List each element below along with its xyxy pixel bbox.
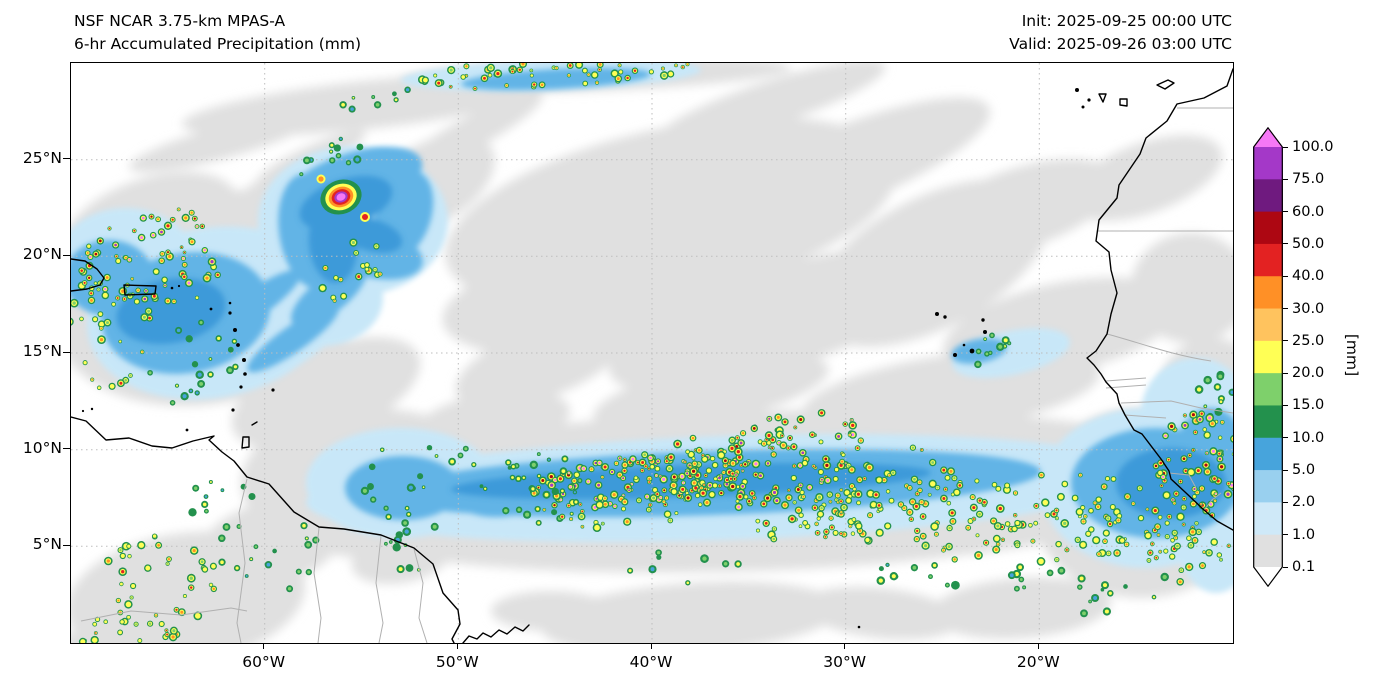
colorbar-tick-mark — [1283, 211, 1288, 213]
colorbar-tick-label: 75.0 — [1292, 171, 1325, 188]
plot-title-block: NSF NCAR 3.75-km MPAS-A 6-hr Accumulated… — [74, 10, 361, 56]
y-tick-label: 25°N — [22, 148, 62, 167]
map-canvas — [70, 62, 1234, 644]
x-tick-mark — [263, 643, 265, 649]
colorbar-tick-label: 5.0 — [1292, 462, 1316, 479]
colorbar-tick-label: 20.0 — [1292, 365, 1325, 382]
colorbar-tick-label: 50.0 — [1292, 235, 1325, 252]
colorbar — [1253, 126, 1283, 588]
colorbar-tick-label: 15.0 — [1292, 397, 1325, 414]
colorbar-tick-mark — [1283, 146, 1288, 148]
y-tick-mark — [63, 158, 70, 160]
valid-time: Valid: 2025-09-26 03:00 UTC — [1009, 35, 1232, 53]
y-tick-label: 5°N — [32, 535, 62, 554]
gridlines — [71, 63, 1233, 643]
y-tick-mark — [63, 544, 70, 546]
y-tick-mark — [63, 448, 70, 450]
y-tick-label: 10°N — [22, 438, 62, 457]
colorbar-tick-label: 25.0 — [1292, 332, 1325, 349]
init-time: Init: 2025-09-25 00:00 UTC — [1021, 12, 1232, 30]
colorbar-tick-label: 0.1 — [1292, 559, 1316, 575]
x-tick-mark — [1037, 643, 1039, 649]
colorbar-tick-label: 40.0 — [1292, 268, 1325, 285]
x-tick-mark — [650, 643, 652, 649]
colorbar-tick-mark — [1283, 372, 1288, 374]
model-name: NSF NCAR 3.75-km MPAS-A — [74, 12, 286, 30]
country-borders — [80, 107, 1233, 643]
colorbar-tick-mark — [1283, 437, 1288, 439]
colorbar-tick-mark — [1283, 534, 1288, 536]
tropical-cyclone-core — [316, 174, 370, 222]
colorbar-tick-label: 2.0 — [1292, 494, 1316, 511]
x-tick-label: 60°W — [242, 653, 286, 671]
y-tick-mark — [63, 351, 70, 353]
convective-cells — [71, 63, 1233, 643]
colorbar-tick-label: 10.0 — [1292, 429, 1325, 446]
x-tick-label: 50°W — [435, 653, 479, 671]
product-name: 6-hr Accumulated Precipitation (mm) — [74, 35, 361, 53]
y-tick-label: 20°N — [22, 245, 62, 264]
colorbar-tick-mark — [1283, 501, 1288, 503]
plot-times-block: Init: 2025-09-25 00:00 UTC Valid: 2025-0… — [1009, 10, 1232, 56]
colorbar-tick-label: 30.0 — [1292, 300, 1325, 317]
colorbar-tick-mark — [1283, 275, 1288, 277]
colorbar-tick-label: 60.0 — [1292, 203, 1325, 220]
precipitation-map — [71, 63, 1233, 643]
x-tick-label: 40°W — [629, 653, 673, 671]
x-tick-mark — [456, 643, 458, 649]
small-islands — [81, 88, 1091, 629]
colorbar-tick-label: 100.0 — [1292, 139, 1334, 155]
y-tick-label: 15°N — [22, 342, 62, 360]
coastlines — [71, 68, 1233, 643]
colorbar-tick-mark — [1283, 243, 1288, 245]
colorbar-tick-mark — [1283, 308, 1288, 310]
colorbar-tick-mark — [1283, 404, 1288, 406]
colorbar-tick-mark — [1283, 178, 1288, 180]
colorbar-tick-mark — [1283, 340, 1288, 342]
x-tick-label: 20°W — [1016, 653, 1060, 671]
colorbar-unit-label: [mm] — [1343, 333, 1362, 377]
colorbar-tick-mark — [1283, 566, 1288, 568]
colorbar-tick-mark — [1283, 469, 1288, 471]
x-tick-mark — [844, 643, 846, 649]
colorbar-tick-label: 1.0 — [1292, 526, 1316, 543]
x-tick-label: 30°W — [823, 653, 867, 671]
y-tick-mark — [63, 254, 70, 256]
